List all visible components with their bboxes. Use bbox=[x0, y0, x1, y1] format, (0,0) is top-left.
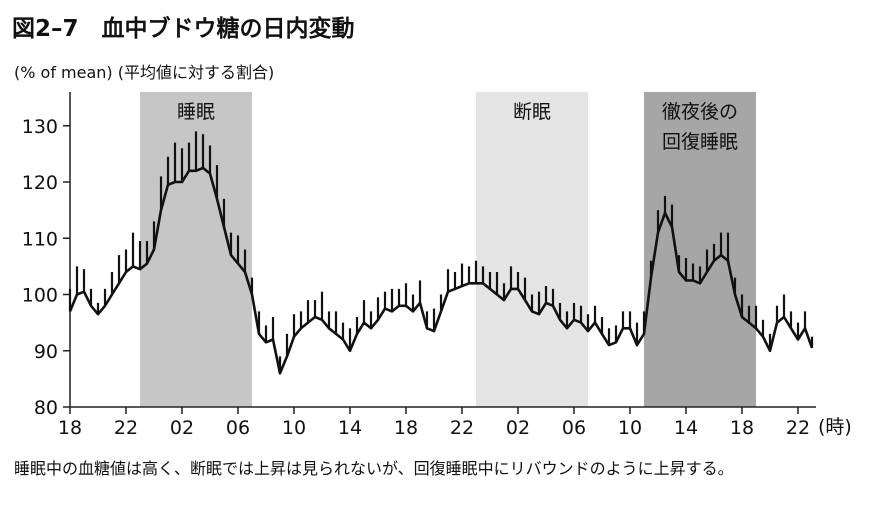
mean-line bbox=[68, 166, 814, 375]
x-tick-label: 02 bbox=[506, 417, 530, 439]
x-tick-label: 18 bbox=[394, 417, 418, 439]
x-unit: (時) bbox=[818, 416, 852, 438]
x-tick-label: 06 bbox=[226, 417, 250, 439]
region-label: 睡眠 bbox=[177, 101, 215, 123]
y-axis-label: (% of mean) (平均値に対する割合) bbox=[14, 63, 274, 82]
x-tick-label: 02 bbox=[170, 417, 194, 439]
x-tick-label: 10 bbox=[282, 417, 306, 439]
y-tick-label: 110 bbox=[22, 228, 58, 250]
x-tick-label: 14 bbox=[674, 417, 698, 439]
region bbox=[644, 92, 756, 407]
y-tick-label: 100 bbox=[22, 285, 58, 307]
x-tick-label: 22 bbox=[450, 417, 474, 439]
x-tick-label: 22 bbox=[786, 417, 810, 439]
region-label: 徹夜後の bbox=[662, 101, 738, 123]
x-tick-label: 22 bbox=[114, 417, 138, 439]
chart-title: 図2–7 血中ブドウ糖の日内変動 bbox=[12, 15, 355, 42]
y-tick-label: 80 bbox=[34, 397, 58, 419]
y-tick-label: 90 bbox=[34, 341, 58, 363]
x-tick-label: 10 bbox=[618, 417, 642, 439]
x-tick-label: 18 bbox=[58, 417, 82, 439]
region bbox=[476, 92, 588, 407]
x-tick-label: 14 bbox=[338, 417, 362, 439]
region-label: 回復睡眠 bbox=[662, 131, 738, 153]
x-tick-label: 18 bbox=[730, 417, 754, 439]
caption: 睡眠中の血糖値は高く、断眠では上昇は見られないが、回復睡眠中にリバウンドのように… bbox=[14, 459, 734, 478]
x-tick-label: 06 bbox=[562, 417, 586, 439]
y-tick-label: 130 bbox=[22, 116, 58, 138]
y-tick-label: 120 bbox=[22, 172, 58, 194]
region-label: 断眠 bbox=[513, 101, 551, 123]
